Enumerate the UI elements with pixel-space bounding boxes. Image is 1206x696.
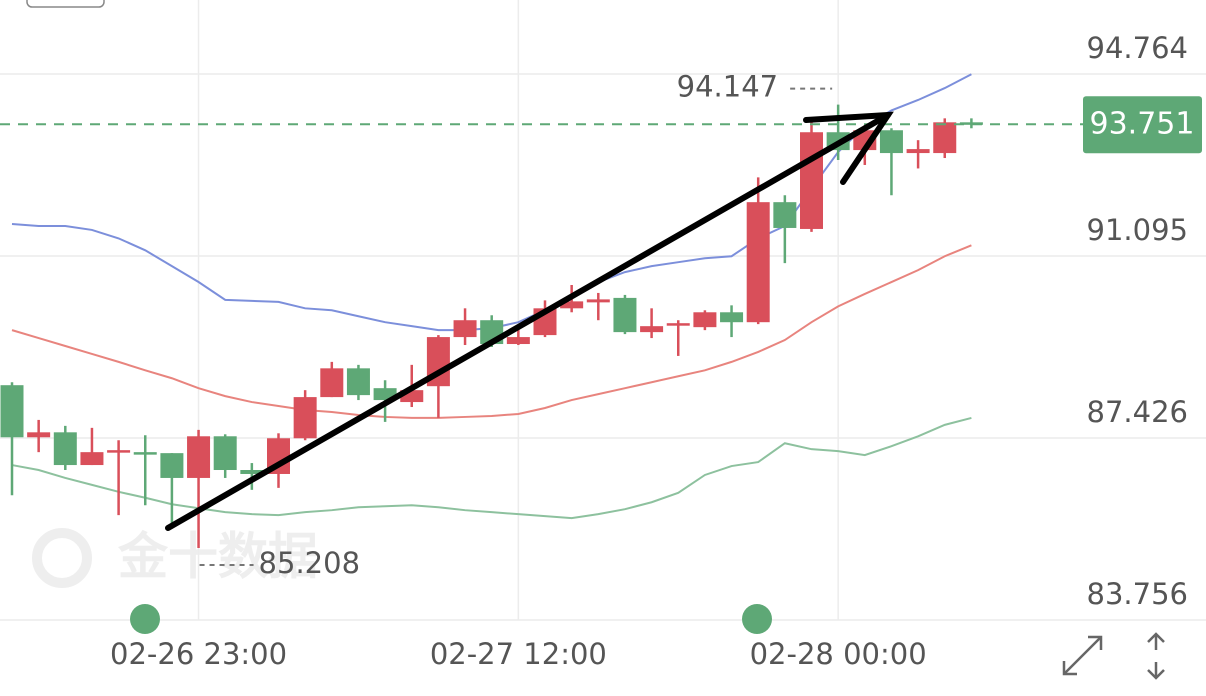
x-tick-label: 02-28 00:00 (750, 637, 927, 671)
candle-body (800, 132, 823, 229)
candle-body (0, 385, 24, 438)
y-tick-label: 87.426 (1087, 395, 1188, 429)
candle-body (746, 202, 770, 323)
watermark: 金十数据 (32, 528, 318, 588)
candle-body (506, 337, 530, 345)
candle-body (693, 312, 717, 328)
event-marker[interactable] (130, 604, 160, 634)
candle-body (53, 432, 77, 466)
x-tick-label: 02-26 23:00 (110, 637, 287, 671)
candle-body (666, 323, 690, 326)
band-line (11, 416, 972, 520)
candle-body (586, 299, 610, 303)
last-price-label: 93.751 (1090, 107, 1195, 142)
candle-body (373, 388, 397, 401)
y-tick-label: 94.764 (1087, 31, 1188, 65)
last-price-badge (1083, 96, 1202, 154)
candle-body (720, 312, 744, 323)
candle-body (613, 297, 637, 333)
expand-icon[interactable] (1062, 635, 1103, 676)
candle-body (879, 130, 903, 154)
y-tick-label: 91.095 (1087, 213, 1188, 247)
candle-body (213, 436, 237, 471)
candle-body (773, 202, 797, 228)
scale-icon[interactable] (1147, 632, 1165, 680)
candle-body (560, 301, 584, 309)
candle-body (320, 368, 344, 398)
x-tick-label: 02-27 12:00 (430, 637, 607, 671)
top-box (26, 0, 105, 8)
candle-body (400, 390, 424, 403)
candle-body (933, 122, 957, 154)
y-tick-label: 83.756 (1087, 577, 1188, 611)
high-label: 94.147 (677, 70, 778, 104)
candle-body (453, 320, 477, 338)
candle-body (160, 453, 184, 478)
band-line (11, 244, 972, 419)
event-marker[interactable] (742, 604, 772, 634)
watermark-logo (32, 528, 92, 588)
candle-body (346, 368, 370, 396)
candle-body (107, 450, 131, 453)
candle-body (133, 452, 157, 455)
candle-body (80, 452, 104, 466)
candle-body (240, 470, 264, 474)
arrow (165, 111, 894, 531)
candle-body (640, 326, 664, 333)
candle-body (293, 397, 317, 439)
band-line (11, 73, 972, 332)
watermark-text: 金十数据 (118, 528, 318, 586)
candle-body (959, 122, 983, 125)
low-label: 85.208 (259, 546, 360, 580)
candle-body (906, 149, 930, 154)
candle-body (27, 432, 51, 438)
candle-body (187, 436, 211, 478)
